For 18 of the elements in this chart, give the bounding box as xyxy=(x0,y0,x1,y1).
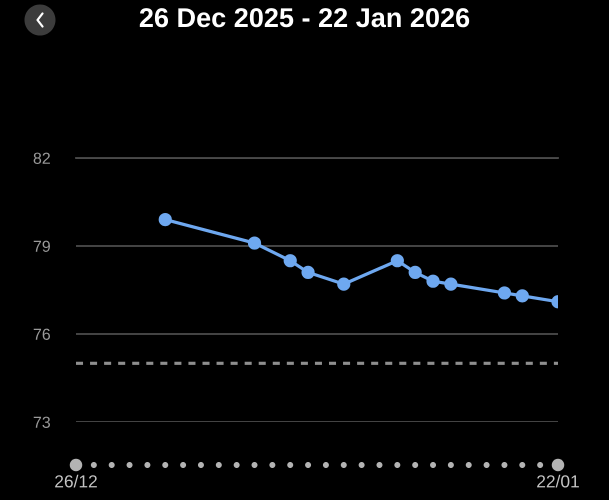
y-tick-label: 73 xyxy=(34,416,50,428)
point xyxy=(426,274,440,288)
chart-title: 26 Dec 2025 - 22 Jan 2026 xyxy=(140,8,470,28)
x-tick-label: 22/01 xyxy=(537,474,579,488)
point xyxy=(284,254,297,268)
y-tick-label: 76 xyxy=(34,328,50,340)
point xyxy=(444,278,458,291)
y-tick-label: 79 xyxy=(34,240,50,252)
point xyxy=(337,278,350,291)
point xyxy=(408,266,422,279)
point xyxy=(158,213,172,226)
x-tick-label: 26/12 xyxy=(55,474,97,488)
point xyxy=(248,236,262,250)
point xyxy=(390,254,404,268)
point xyxy=(498,286,512,300)
y-tick-label: 82 xyxy=(34,152,50,164)
point xyxy=(301,266,315,279)
point xyxy=(516,289,529,302)
